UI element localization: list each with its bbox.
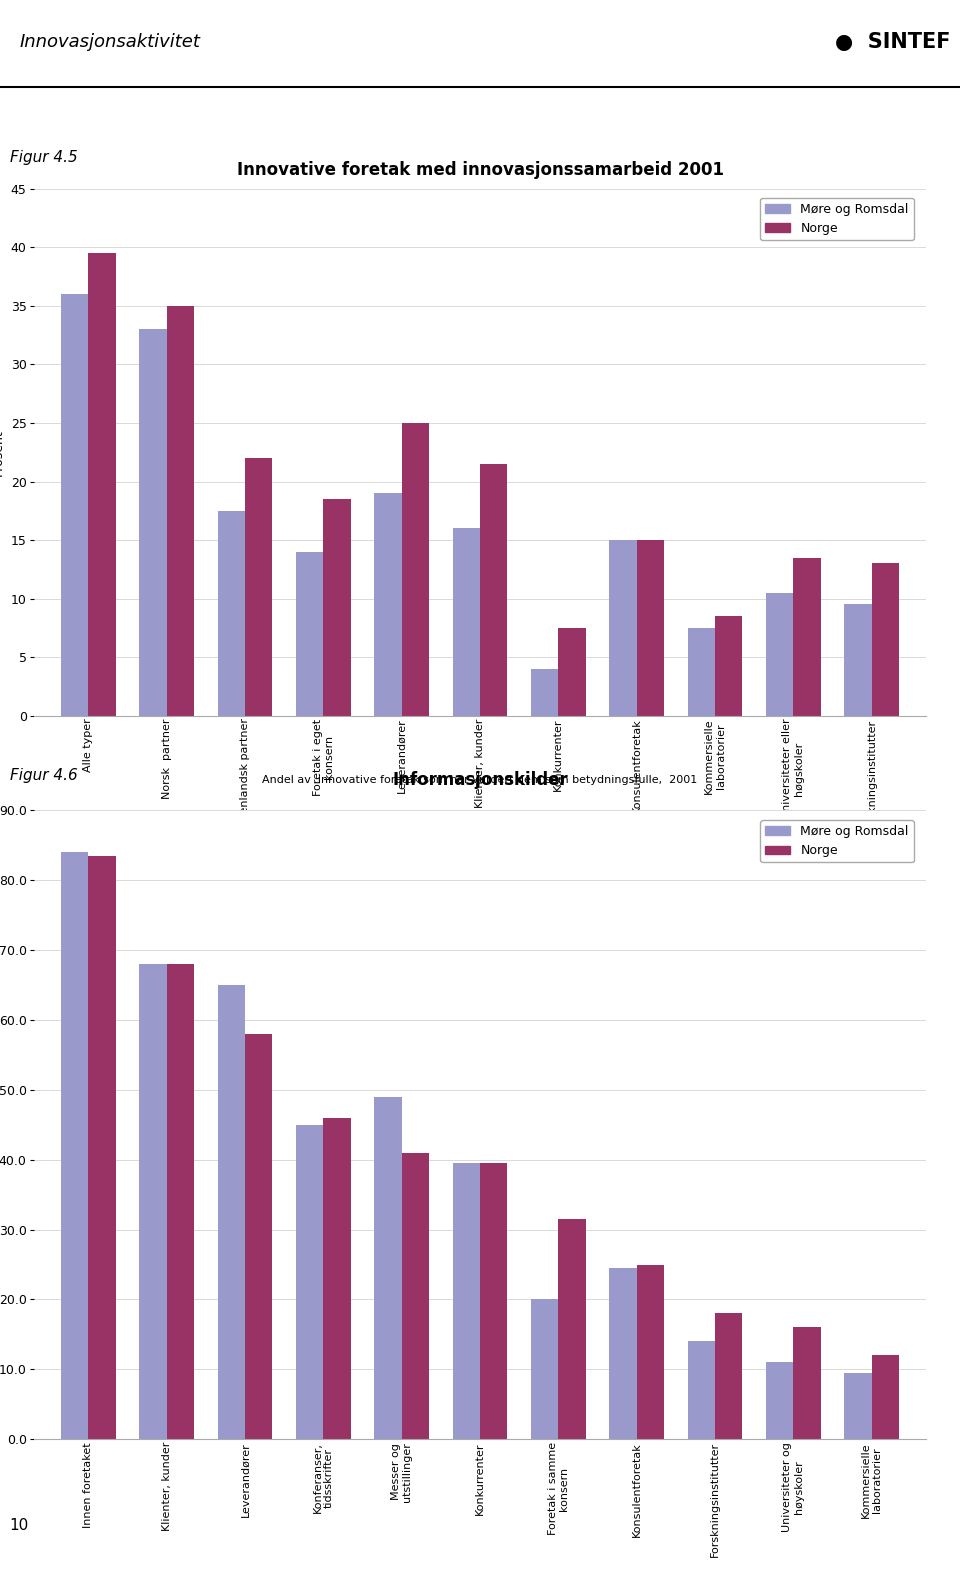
Bar	[531, 1299, 559, 1439]
Bar	[167, 305, 194, 716]
Bar	[872, 563, 899, 716]
Bar	[793, 1328, 821, 1439]
Bar	[88, 253, 116, 716]
Bar	[452, 1162, 480, 1439]
Legend: Møre og Romsdal, Norge: Møre og Romsdal, Norge	[760, 198, 914, 241]
Bar	[687, 628, 715, 716]
Bar	[766, 1362, 793, 1439]
Bar	[531, 669, 559, 716]
Bar	[844, 604, 872, 716]
Text: Andel av  innovative foretak som har vurdert dem som betydningsfulle,  2001: Andel av innovative foretak som har vurd…	[262, 775, 698, 785]
Bar	[844, 1373, 872, 1439]
Bar	[480, 1162, 508, 1439]
Title: Informasjonskilder: Informasjonskilder	[392, 771, 568, 790]
Bar	[401, 1153, 429, 1439]
Bar	[636, 540, 664, 716]
Bar	[793, 557, 821, 716]
Bar	[610, 540, 636, 716]
Text: Innovasjonsaktivitet: Innovasjonsaktivitet	[19, 33, 200, 52]
Bar	[872, 1356, 899, 1439]
Bar	[559, 628, 586, 716]
Bar	[139, 964, 167, 1439]
Bar	[766, 593, 793, 716]
Bar	[296, 552, 324, 716]
Bar	[245, 458, 273, 716]
Bar	[324, 499, 350, 716]
Text: ●  SINTEF: ● SINTEF	[835, 33, 950, 52]
Bar	[218, 985, 245, 1439]
Bar	[296, 1125, 324, 1439]
Bar	[324, 1118, 350, 1439]
Bar	[167, 964, 194, 1439]
Bar	[245, 1033, 273, 1439]
Bar	[88, 856, 116, 1439]
Title: Innovative foretak med innovasjonssamarbeid 2001: Innovative foretak med innovasjonssamarb…	[236, 160, 724, 179]
Bar	[480, 464, 508, 716]
Bar	[374, 494, 401, 716]
Y-axis label: Prosent: Prosent	[0, 429, 5, 475]
Bar	[715, 617, 742, 716]
Text: Figur 4.6: Figur 4.6	[10, 768, 78, 783]
Bar	[139, 329, 167, 716]
Bar	[401, 423, 429, 716]
Bar	[452, 529, 480, 716]
Bar	[715, 1313, 742, 1439]
Bar	[218, 511, 245, 716]
Text: 10: 10	[10, 1518, 29, 1534]
Text: Figur 4.5: Figur 4.5	[10, 149, 78, 165]
Bar	[61, 294, 88, 716]
Legend: Møre og Romsdal, Norge: Møre og Romsdal, Norge	[760, 820, 914, 862]
Bar	[374, 1096, 401, 1439]
Bar	[559, 1219, 586, 1439]
Bar	[61, 853, 88, 1439]
Bar	[636, 1265, 664, 1439]
Bar	[610, 1268, 636, 1439]
Bar	[687, 1342, 715, 1439]
